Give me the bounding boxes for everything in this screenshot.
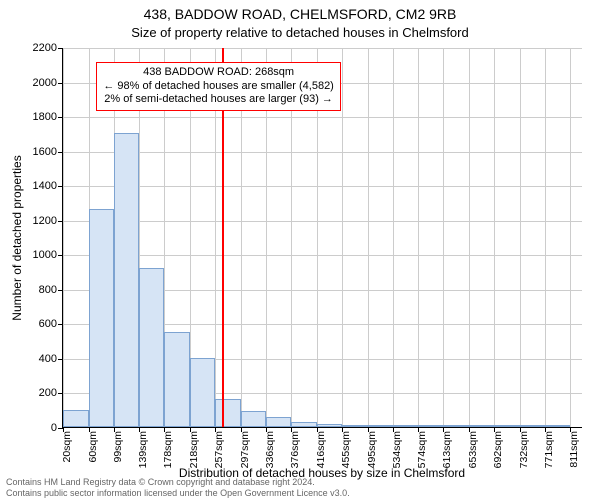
xtick-label: 613sqm [441, 431, 453, 468]
annotation-line: ← 98% of detached houses are smaller (4,… [103, 80, 334, 94]
xtick-label: 99sqm [112, 431, 124, 463]
gridline-horizontal [63, 152, 582, 153]
page-subtitle: Size of property relative to detached ho… [0, 23, 600, 41]
histogram-bar [139, 268, 164, 427]
footer-line-2: Contains public sector information licen… [6, 488, 594, 498]
xtick-label: 534sqm [391, 431, 403, 468]
ytick-label: 600 [39, 318, 63, 330]
histogram-bar [215, 399, 241, 427]
histogram-bar [114, 133, 140, 427]
y-axis-label: Number of detached properties [10, 48, 24, 428]
histogram-bar [520, 425, 545, 427]
xtick-label: 811sqm [568, 431, 580, 468]
histogram-bar [63, 410, 89, 427]
ytick-label: 1000 [33, 249, 63, 261]
gridline-vertical [342, 48, 343, 427]
ytick-label: 1600 [33, 146, 63, 158]
histogram-bar [164, 332, 190, 427]
ytick-label: 1200 [33, 215, 63, 227]
xtick-label: 336sqm [264, 431, 276, 468]
gridline-horizontal [63, 117, 582, 118]
gridline-vertical [570, 48, 571, 427]
ytick-label: 800 [39, 284, 63, 296]
xtick-label: 376sqm [289, 431, 301, 468]
xtick-label: 218sqm [188, 431, 200, 468]
histogram-bar [266, 417, 292, 427]
histogram-bar [443, 425, 469, 427]
xtick-label: 692sqm [492, 431, 504, 468]
property-size-chart: 438, BADDOW ROAD, CHELMSFORD, CM2 9RB Si… [0, 0, 600, 500]
histogram-bar [418, 425, 443, 427]
xtick-label: 139sqm [137, 431, 149, 468]
xtick-label: 20sqm [61, 431, 73, 463]
annotation-box: 438 BADDOW ROAD: 268sqm← 98% of detached… [96, 62, 341, 111]
histogram-bar [469, 425, 494, 427]
annotation-line: 438 BADDOW ROAD: 268sqm [103, 66, 334, 80]
gridline-vertical [469, 48, 470, 427]
xtick-label: 297sqm [239, 431, 251, 468]
xtick-label: 60sqm [87, 431, 99, 463]
xtick-label: 495sqm [366, 431, 378, 468]
ytick-label: 400 [39, 353, 63, 365]
gridline-horizontal [63, 186, 582, 187]
histogram-bar [291, 422, 317, 427]
gridline-vertical [368, 48, 369, 427]
gridline-horizontal [63, 221, 582, 222]
histogram-bar [241, 411, 266, 427]
ytick-label: 1400 [33, 180, 63, 192]
histogram-bar [545, 425, 571, 427]
gridline-vertical [520, 48, 521, 427]
ytick-label: 1800 [33, 111, 63, 123]
gridline-vertical [494, 48, 495, 427]
histogram-bar [190, 358, 215, 427]
xtick-label: 178sqm [162, 431, 174, 468]
histogram-bar [393, 425, 419, 427]
plot-area: 0200400600800100012001400160018002000220… [62, 48, 582, 428]
gridline-horizontal [63, 48, 582, 49]
gridline-vertical [545, 48, 546, 427]
xtick-label: 732sqm [518, 431, 530, 468]
histogram-bar [494, 425, 520, 427]
annotation-line: 2% of semi-detached houses are larger (9… [103, 93, 334, 107]
histogram-bar [89, 209, 114, 427]
xtick-label: 653sqm [467, 431, 479, 468]
ytick-label: 2000 [33, 77, 63, 89]
footer-line-1: Contains HM Land Registry data © Crown c… [6, 477, 594, 487]
gridline-vertical [393, 48, 394, 427]
histogram-bar [342, 425, 368, 427]
xtick-label: 574sqm [416, 431, 428, 468]
gridline-vertical [63, 48, 64, 427]
xtick-label: 416sqm [315, 431, 327, 468]
xtick-label: 771sqm [543, 431, 555, 468]
histogram-bar [368, 425, 393, 427]
footer-attribution: Contains HM Land Registry data © Crown c… [0, 477, 600, 498]
page-title: 438, BADDOW ROAD, CHELMSFORD, CM2 9RB [0, 0, 600, 23]
gridline-horizontal [63, 255, 582, 256]
xtick-label: 455sqm [340, 431, 352, 468]
xtick-label: 257sqm [213, 431, 225, 468]
ytick-label: 200 [39, 387, 63, 399]
histogram-bar [317, 424, 342, 427]
ytick-label: 2200 [33, 42, 63, 54]
gridline-vertical [418, 48, 419, 427]
chart-area: 0200400600800100012001400160018002000220… [62, 48, 582, 428]
gridline-vertical [443, 48, 444, 427]
